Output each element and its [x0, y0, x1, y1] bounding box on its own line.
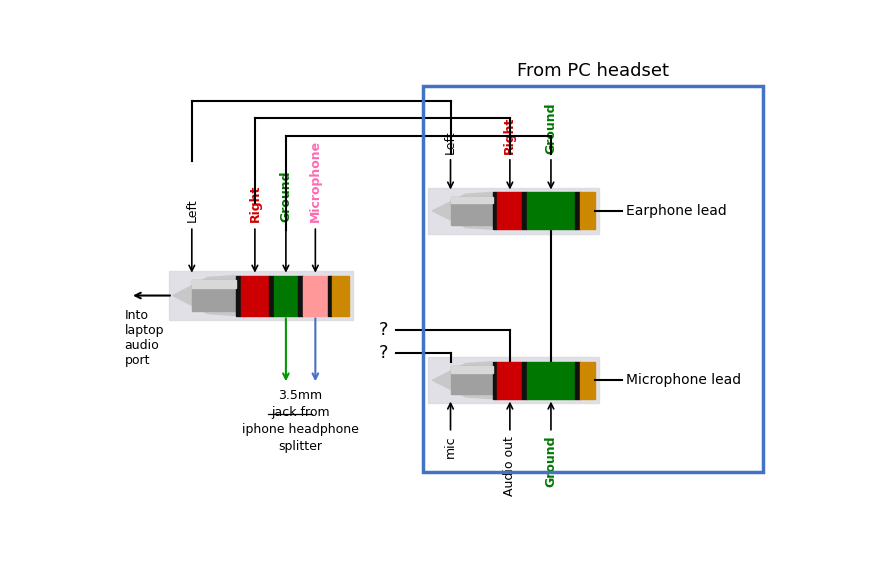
- Polygon shape: [432, 362, 493, 399]
- Text: Earphone lead: Earphone lead: [626, 204, 727, 218]
- Bar: [237, 275, 241, 316]
- Bar: [497, 362, 522, 399]
- Text: ?: ?: [378, 321, 388, 339]
- Bar: [332, 275, 349, 316]
- Bar: [575, 362, 579, 399]
- Bar: [527, 362, 575, 399]
- Text: Left: Left: [185, 199, 198, 222]
- Bar: [579, 362, 595, 399]
- Bar: [328, 275, 332, 316]
- Text: Ground: Ground: [545, 103, 557, 154]
- Bar: [450, 366, 493, 373]
- Bar: [450, 197, 493, 225]
- Text: Microphone: Microphone: [309, 140, 322, 222]
- Bar: [450, 197, 493, 203]
- Bar: [450, 366, 493, 394]
- Bar: [575, 192, 579, 229]
- Text: Ground: Ground: [545, 435, 557, 487]
- Text: Microphone lead: Microphone lead: [626, 373, 742, 387]
- Text: Audio out: Audio out: [503, 435, 517, 495]
- Bar: [169, 271, 354, 320]
- Bar: [241, 275, 268, 316]
- Bar: [191, 280, 237, 311]
- Bar: [299, 275, 303, 316]
- Bar: [497, 192, 522, 229]
- Bar: [522, 362, 527, 399]
- Bar: [522, 192, 527, 229]
- Bar: [527, 192, 575, 229]
- Text: mic: mic: [444, 435, 457, 458]
- Bar: [579, 192, 595, 229]
- Text: Right: Right: [248, 185, 261, 222]
- Text: Left: Left: [444, 131, 457, 154]
- Text: Into
laptop
audio
port: Into laptop audio port: [125, 310, 164, 368]
- Bar: [429, 357, 599, 404]
- Text: Right: Right: [503, 116, 517, 154]
- Bar: [268, 275, 274, 316]
- Bar: [493, 362, 497, 399]
- Polygon shape: [432, 192, 493, 229]
- Text: ?: ?: [378, 344, 388, 363]
- Bar: [274, 275, 299, 316]
- Bar: [429, 188, 599, 234]
- Text: Ground: Ground: [279, 171, 292, 222]
- Bar: [191, 280, 237, 287]
- Text: 3.5mm
jack from
iphone headphone
splitter: 3.5mm jack from iphone headphone splitte…: [242, 389, 359, 454]
- Polygon shape: [173, 275, 237, 316]
- Bar: [303, 275, 328, 316]
- Text: From PC headset: From PC headset: [517, 62, 669, 80]
- Bar: [424, 86, 763, 472]
- Bar: [493, 192, 497, 229]
